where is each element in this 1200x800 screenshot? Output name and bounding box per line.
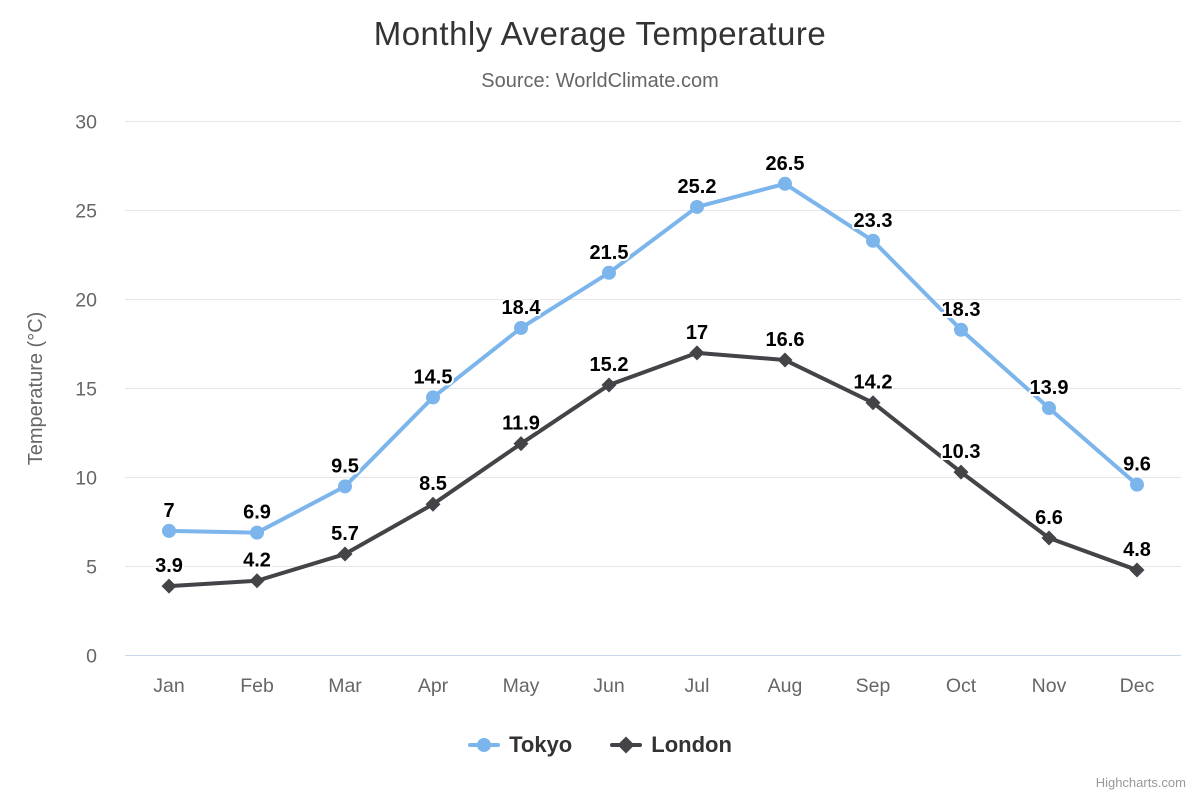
data-label-london-jun: 15.2	[590, 354, 629, 376]
point-tokyo-apr[interactable]	[426, 390, 440, 405]
point-london-sep[interactable]	[865, 395, 881, 411]
point-london-may[interactable]	[513, 436, 529, 452]
series-line-london	[167, 350, 1139, 589]
point-london-feb[interactable]	[249, 573, 265, 589]
point-london-aug[interactable]	[777, 352, 793, 368]
x-axis-label-jun: Jun	[593, 675, 624, 697]
legend-item-tokyo[interactable]: Tokyo	[468, 732, 572, 758]
y-axis-title: Temperature (°C)	[25, 312, 47, 466]
point-london-mar[interactable]	[337, 546, 353, 562]
point-tokyo-feb[interactable]	[250, 525, 264, 540]
data-label-london-mar: 5.7	[331, 523, 359, 545]
point-london-oct[interactable]	[953, 464, 969, 480]
data-label-london-oct: 10.3	[942, 441, 981, 463]
legend-item-london[interactable]: London	[610, 732, 732, 758]
point-london-nov[interactable]	[1041, 530, 1057, 546]
y-axis-label-0: 0	[86, 646, 97, 668]
highcharts-credit-link[interactable]: Highcharts.com	[1095, 775, 1186, 790]
point-tokyo-dec[interactable]	[1130, 477, 1144, 492]
data-label-tokyo-apr: 14.5	[414, 366, 453, 388]
legend: Tokyo London	[0, 732, 1200, 758]
chart-title: Monthly Average Temperature	[373, 15, 827, 52]
chart-subtitle: Source: WorldClimate.com	[481, 70, 719, 92]
london-diamond-icon	[617, 736, 635, 754]
data-label-london-sep: 14.2	[854, 372, 893, 394]
point-london-jun[interactable]	[601, 377, 617, 393]
x-axis-label-apr: Apr	[418, 675, 449, 697]
data-label-london-may: 11.9	[502, 413, 540, 435]
data-label-tokyo-mar: 9.5	[331, 455, 359, 477]
data-label-tokyo-jul: 25.2	[678, 176, 717, 198]
point-tokyo-aug[interactable]	[778, 176, 792, 191]
data-label-tokyo-may: 18.4	[502, 297, 542, 319]
point-tokyo-jun[interactable]	[602, 265, 616, 280]
x-axis-label-sep: Sep	[856, 675, 891, 697]
point-tokyo-mar[interactable]	[338, 479, 352, 494]
data-label-tokyo-feb: 6.9	[243, 502, 271, 524]
x-axis-label-dec: Dec	[1120, 675, 1155, 697]
x-axis-label-nov: Nov	[1032, 675, 1067, 697]
x-axis-label-jul: Jul	[685, 675, 710, 697]
data-label-london-apr: 8.5	[419, 473, 447, 495]
point-london-apr[interactable]	[425, 496, 441, 512]
data-label-tokyo-aug: 26.5	[766, 153, 805, 175]
y-axis-label-10: 10	[75, 468, 97, 490]
data-label-tokyo-jun: 21.5	[590, 242, 629, 264]
london-series-marker-icon	[610, 736, 643, 754]
data-label-london-feb: 4.2	[243, 550, 271, 572]
data-label-tokyo-oct: 18.3	[942, 299, 981, 321]
point-tokyo-sep[interactable]	[866, 233, 880, 248]
y-axis-label-20: 20	[75, 290, 97, 312]
y-axis-label-30: 30	[75, 112, 97, 134]
legend-label-london: London	[651, 732, 732, 757]
series-line-tokyo	[167, 181, 1139, 535]
point-london-jul[interactable]	[689, 345, 705, 361]
data-label-london-jul: 17	[686, 322, 708, 344]
point-tokyo-nov[interactable]	[1042, 401, 1056, 416]
point-tokyo-jul[interactable]	[690, 199, 704, 214]
data-label-london-dec: 4.8	[1123, 539, 1151, 561]
data-label-london-aug: 16.6	[766, 329, 805, 351]
y-axis-label-5: 5	[86, 557, 97, 579]
data-label-london-jan: 3.9	[155, 555, 183, 577]
data-label-tokyo-jan: 7	[163, 500, 174, 522]
data-label-tokyo-dec: 9.6	[1123, 454, 1151, 476]
point-tokyo-may[interactable]	[514, 320, 528, 335]
data-label-tokyo-nov: 13.9	[1030, 377, 1069, 399]
x-axis-label-oct: Oct	[946, 675, 977, 697]
data-label-tokyo-sep: 23.3	[854, 210, 893, 232]
point-tokyo-jan[interactable]	[162, 523, 176, 538]
legend-label-tokyo: Tokyo	[509, 732, 573, 757]
x-axis-label-jan: Jan	[153, 675, 184, 697]
x-axis-label-may: May	[503, 675, 540, 697]
x-axis-label-feb: Feb	[240, 675, 274, 697]
point-london-jan[interactable]	[161, 578, 177, 594]
x-axis-label-aug: Aug	[768, 675, 803, 697]
point-tokyo-oct[interactable]	[954, 322, 968, 337]
point-london-dec[interactable]	[1129, 562, 1145, 578]
data-label-london-nov: 6.6	[1035, 507, 1063, 529]
y-axis-label-15: 15	[75, 379, 97, 401]
x-axis-label-mar: Mar	[328, 675, 362, 697]
tokyo-series-marker-icon	[468, 736, 501, 754]
tokyo-circle-icon	[477, 738, 492, 752]
y-axis-label-25: 25	[75, 201, 97, 223]
